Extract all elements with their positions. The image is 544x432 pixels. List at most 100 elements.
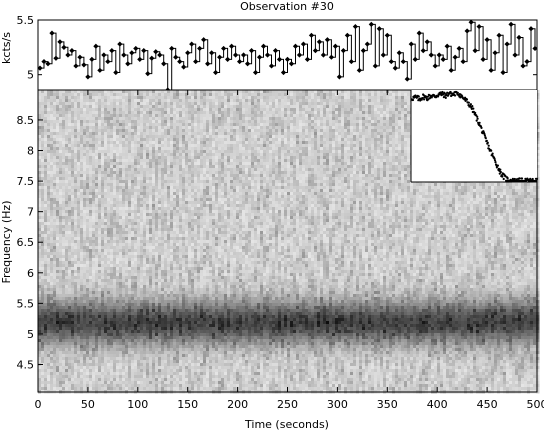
spectrogram-cell: [59, 114, 63, 118]
spectrogram-cell: [293, 150, 297, 154]
spectrogram-cell: [197, 111, 201, 115]
spectrogram-cell: [398, 93, 402, 97]
top-data-point: [344, 32, 350, 38]
spectrogram-cell: [77, 105, 81, 109]
spectrogram-cell: [164, 90, 168, 94]
spectrogram-cell: [50, 165, 54, 169]
spectrogram-cell: [347, 120, 351, 124]
spectrogram-cell: [329, 162, 333, 166]
spectrogram-cell: [152, 174, 156, 178]
spectrogram-cell: [350, 123, 354, 127]
spectrogram-cell: [377, 96, 381, 100]
spectrogram-cell: [344, 99, 348, 103]
spectrogram-cell: [356, 147, 360, 151]
spectrogram-cell: [155, 96, 159, 100]
spectrogram-cell: [278, 126, 282, 130]
spectrogram-cell: [272, 126, 276, 130]
spectrogram-cell: [536, 168, 540, 172]
spectrogram-cell: [188, 138, 192, 142]
spectrogram-cell: [59, 105, 63, 109]
spectrogram-cell: [272, 141, 276, 145]
spectrogram-cell: [389, 132, 393, 136]
spectrogram-cell: [362, 114, 366, 118]
spectrogram-cell: [209, 153, 213, 157]
spectrogram-cell: [395, 102, 399, 106]
spectrogram-cell: [173, 117, 177, 121]
spectrogram-cell: [536, 111, 540, 115]
spectrogram-cell: [95, 93, 99, 97]
spectrogram-cell: [242, 153, 246, 157]
top-y-tick-label: 5: [27, 69, 34, 82]
spectrogram-cell: [227, 138, 231, 142]
spectrogram-cell: [50, 129, 54, 133]
spectrogram-cell: [164, 132, 168, 136]
spectrogram-cell: [326, 117, 330, 121]
spectrogram-cell: [110, 123, 114, 127]
spectrogram-cell: [389, 168, 393, 172]
spectrogram-cell: [350, 90, 354, 94]
spectrogram-cell: [356, 159, 360, 163]
spectrogram-cell: [113, 141, 117, 145]
spectrogram-cell: [38, 123, 42, 127]
spectrogram-cell: [371, 120, 375, 124]
spectrogram-cell: [104, 120, 108, 124]
spectrogram-cell: [302, 153, 306, 157]
spectrogram-cell: [329, 96, 333, 100]
spectrogram-cell: [329, 147, 333, 151]
spectrogram-cell: [389, 171, 393, 175]
spectrogram-cell: [350, 159, 354, 163]
spectrogram-cell: [338, 93, 342, 97]
spectrogram-cell: [47, 90, 51, 94]
spectrogram-cell: [269, 93, 273, 97]
spectrogram-cell: [113, 90, 117, 94]
spectrogram-cell: [143, 129, 147, 133]
spectrogram-cell: [395, 171, 399, 175]
spectrogram-cell: [110, 171, 114, 175]
spectrogram-cell: [206, 120, 210, 124]
spectrogram-cell: [353, 168, 357, 172]
spectrogram-cell: [326, 96, 330, 100]
spectrogram-cell: [173, 171, 177, 175]
spectrogram-cell: [137, 150, 141, 154]
spectrogram-cell: [77, 120, 81, 124]
top-data-point: [149, 55, 155, 61]
spectrogram-cell: [149, 171, 153, 175]
spectrogram-cell: [68, 141, 72, 145]
spectrogram-cell: [359, 138, 363, 142]
spectrogram-cell: [263, 126, 267, 130]
spectrogram-cell: [230, 96, 234, 100]
spectrogram-cell: [50, 108, 54, 112]
spectrogram-cell: [161, 138, 165, 142]
spectrogram-cell: [83, 141, 87, 145]
spectrogram-cell: [53, 159, 57, 163]
spectrogram-cell: [326, 171, 330, 175]
spectrogram-cell: [47, 123, 51, 127]
spectrogram-cell: [71, 138, 75, 142]
top-data-point: [516, 34, 522, 41]
spectrogram-cell: [116, 174, 120, 178]
spectrogram-cell: [221, 135, 225, 139]
spectrogram-cell: [89, 159, 93, 163]
spectrogram-cell: [191, 111, 195, 115]
spectrogram-cell: [92, 174, 96, 178]
spectrogram-cell: [341, 123, 345, 127]
spectrogram-cell: [110, 141, 114, 145]
spectrogram-cell: [392, 156, 396, 160]
spectrogram-cell: [89, 141, 93, 145]
spectrogram-cell: [308, 105, 312, 109]
spectrogram-cell: [386, 99, 390, 103]
top-data-point: [49, 30, 55, 36]
spectrogram-cell: [536, 126, 540, 130]
spectrogram-cell: [266, 159, 270, 163]
spectrogram-cell: [299, 102, 303, 106]
spectrogram-cell: [116, 156, 120, 160]
spectrogram-cell: [158, 153, 162, 157]
spectrogram-cell: [170, 96, 174, 100]
spectrogram-cell: [197, 129, 201, 133]
spectrogram-cell: [347, 171, 351, 175]
spectrogram-cell: [203, 150, 207, 154]
spectrogram-cell: [290, 150, 294, 154]
top-data-point: [452, 54, 458, 60]
spectrogram-cell: [203, 132, 207, 136]
spectrogram-cell: [536, 102, 540, 106]
